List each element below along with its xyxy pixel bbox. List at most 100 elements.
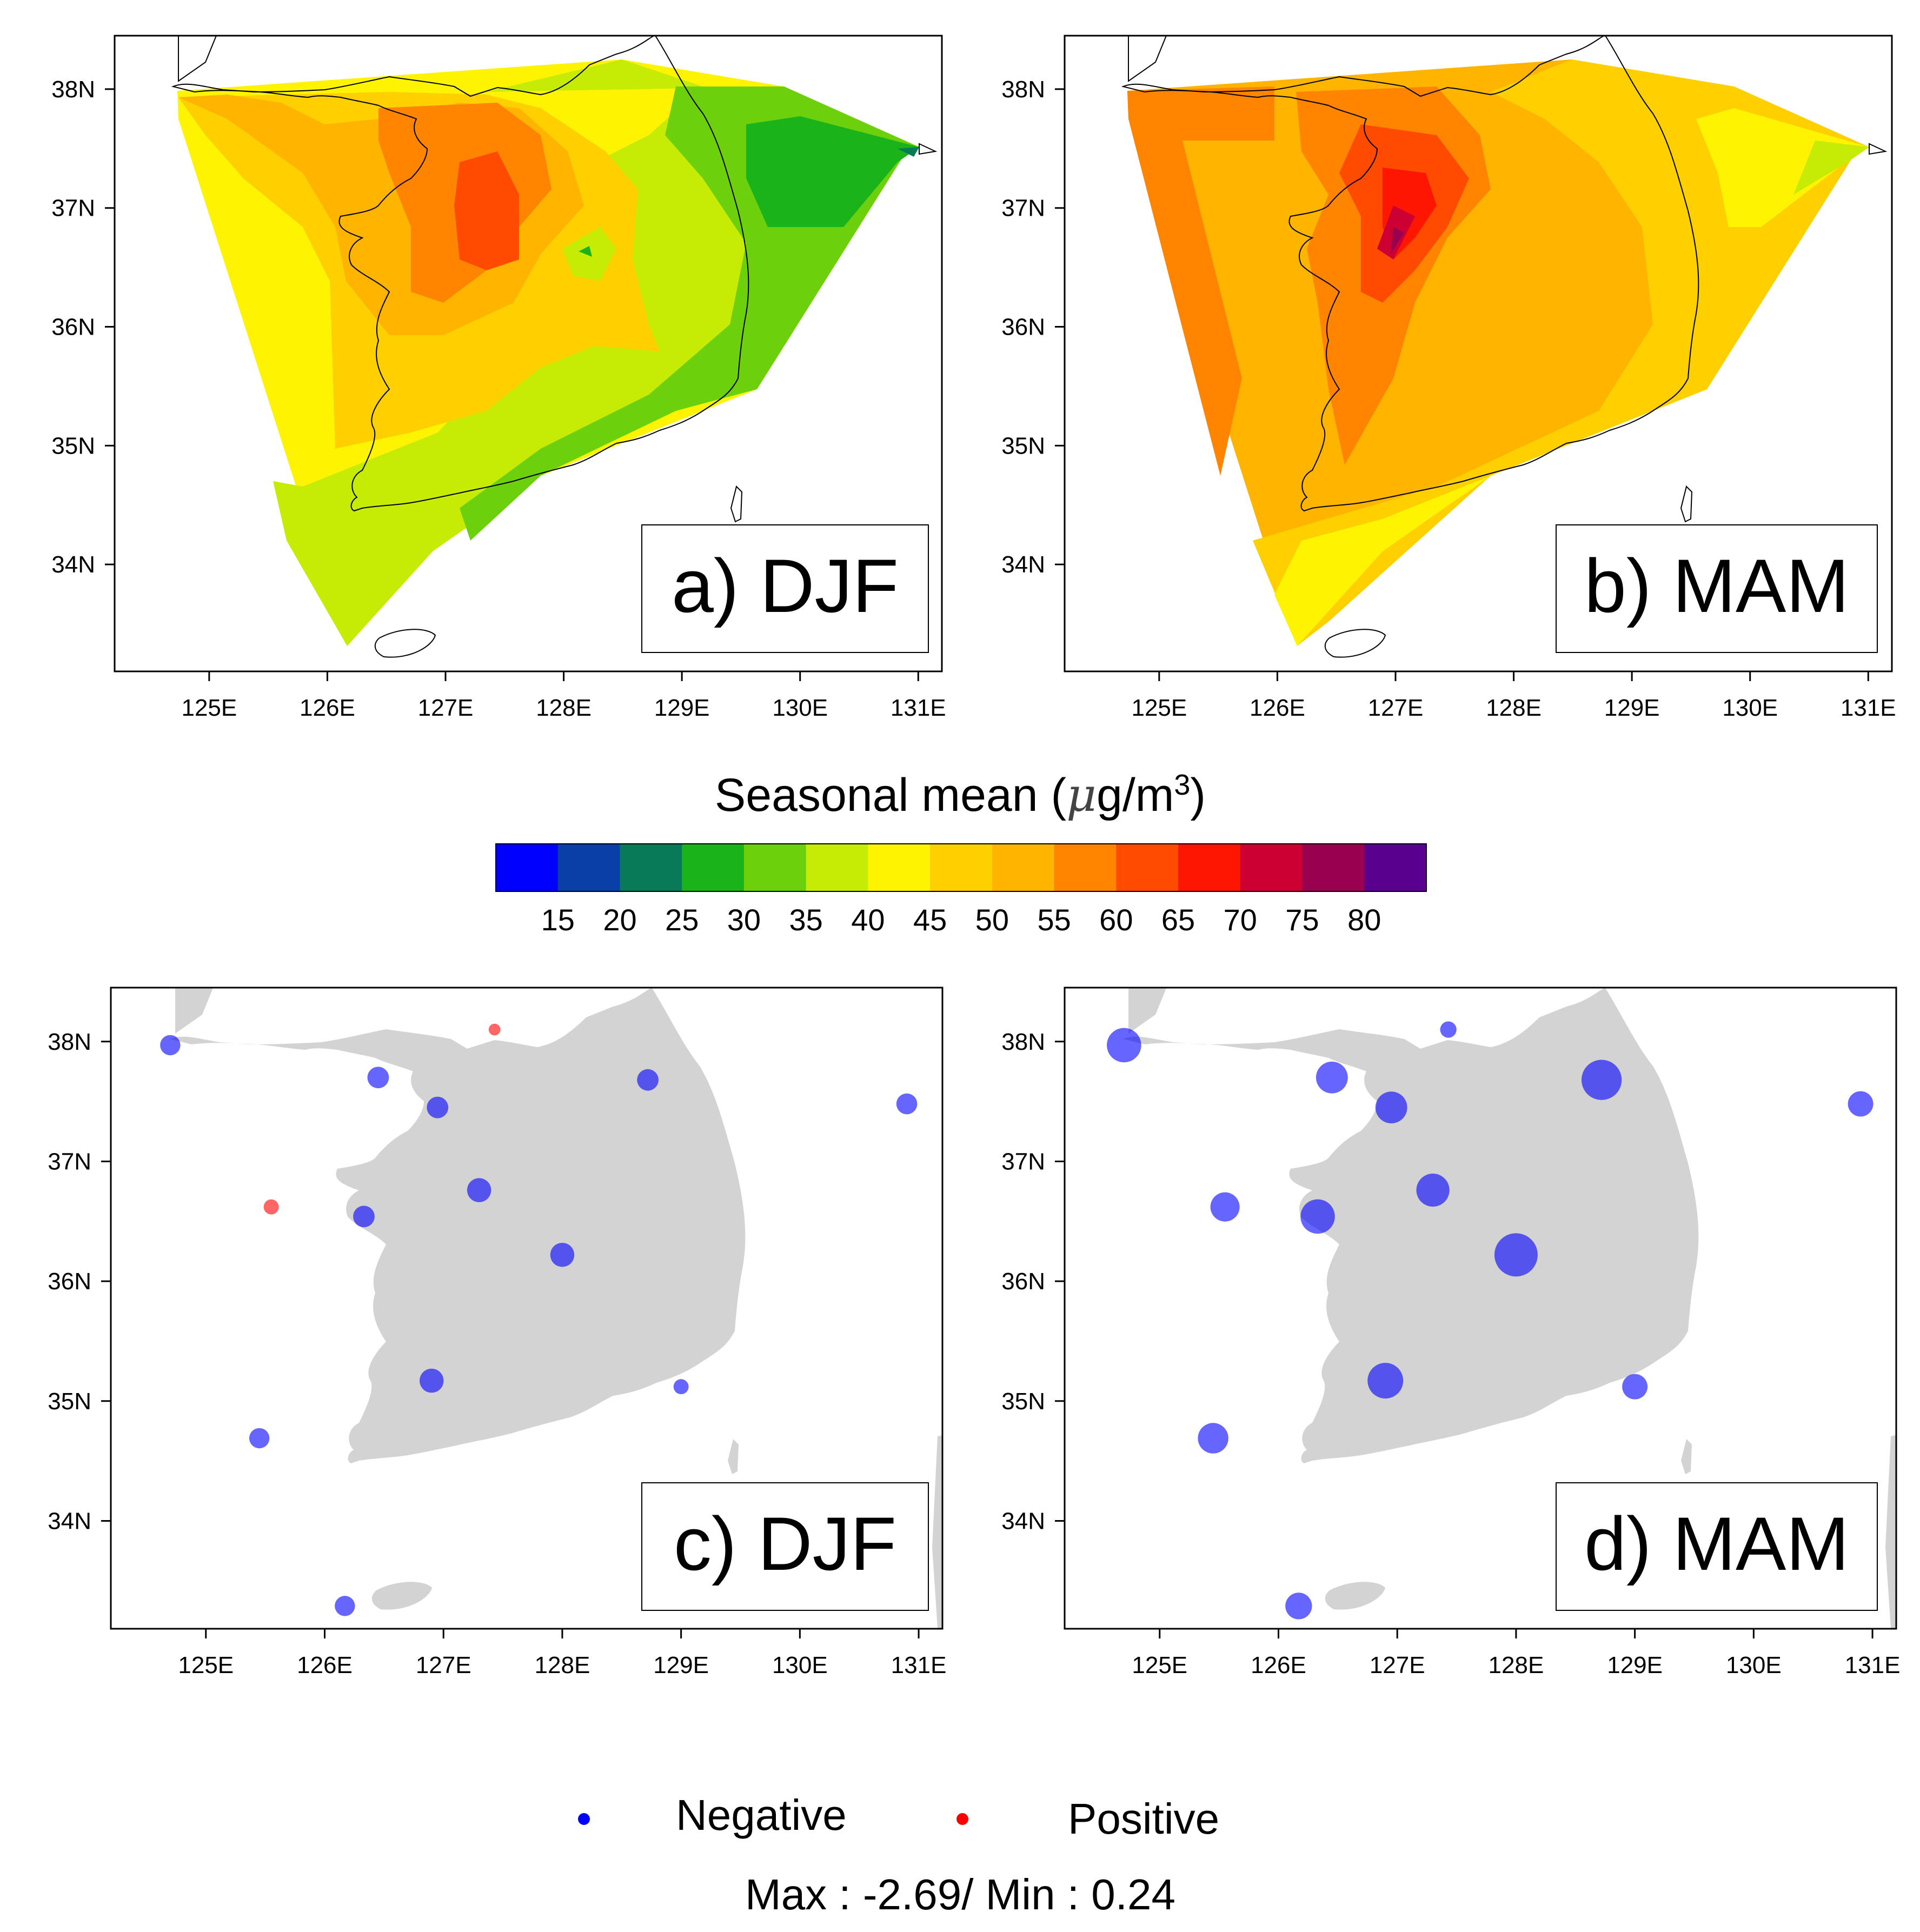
- colorbar-label: 55: [1037, 903, 1071, 937]
- station-marker-negative: [550, 1243, 575, 1267]
- colorbar-swatch: [1178, 844, 1241, 891]
- station-marker-negative: [467, 1178, 491, 1202]
- x-tick-label: 131E: [1845, 1652, 1901, 1678]
- panel-a-frame: [114, 35, 943, 672]
- y-tick-label: 35N: [1001, 1388, 1045, 1415]
- colorbar-swatch: [496, 844, 559, 891]
- station-marker-negative: [1300, 1199, 1335, 1234]
- colorbar-label: 25: [665, 903, 699, 937]
- panel-d-x-axis: 125E 126E 127E 128E 129E 130E 131E: [1132, 1629, 1900, 1678]
- panel-c-land: [170, 988, 942, 1628]
- x-tick-label: 129E: [1604, 695, 1660, 721]
- x-tick-label: 130E: [1726, 1652, 1782, 1678]
- station-marker-negative: [1285, 1593, 1312, 1620]
- x-tick-label: 128E: [1486, 695, 1542, 721]
- panel-d-land: [1123, 988, 1896, 1628]
- panel-c-stations: [160, 1023, 918, 1616]
- station-marker-positive: [488, 1023, 501, 1036]
- y-tick-label: 36N: [51, 314, 95, 341]
- y-tick-label: 35N: [48, 1388, 91, 1415]
- panel-b: 125E 126E 127E 128E 129E 130E 131E 38N 37N 36N 35…: [1001, 35, 1896, 721]
- y-tick-label: 36N: [1001, 1268, 1045, 1295]
- x-tick-label: 125E: [1132, 1652, 1187, 1678]
- station-marker-negative: [1316, 1061, 1348, 1094]
- y-tick-label: 35N: [1001, 432, 1045, 459]
- station-marker-negative: [1622, 1374, 1648, 1400]
- x-tick-label: 127E: [416, 1652, 471, 1678]
- panel-c: 125E 126E 127E 128E 129E 130E 131E 38N 37N 36N 35…: [48, 987, 946, 1678]
- station-marker-negative: [1494, 1233, 1538, 1277]
- station-marker-negative: [1581, 1060, 1622, 1100]
- x-tick-label: 131E: [1841, 695, 1896, 721]
- colorbar-label: 45: [913, 903, 947, 937]
- colorbar-label: 15: [541, 903, 575, 937]
- y-tick-label: 38N: [1001, 1029, 1045, 1055]
- station-marker-negative: [1367, 1363, 1404, 1399]
- colorbar-label: 30: [727, 903, 761, 937]
- panel-c-x-axis: 125E 126E 127E 128E 129E 130E 131E: [178, 1629, 946, 1678]
- x-tick-label: 128E: [536, 695, 592, 721]
- panel-d-frame: [1064, 987, 1897, 1630]
- station-marker-negative: [1416, 1174, 1450, 1207]
- station-marker-negative: [1848, 1091, 1874, 1117]
- panel-b-y-axis: 38N 37N 36N 35N 34N: [1001, 76, 1065, 578]
- y-tick-label: 37N: [51, 195, 95, 222]
- y-tick-label: 37N: [48, 1148, 91, 1175]
- colorbar-swatch: [743, 844, 807, 891]
- x-tick-label: 126E: [1250, 695, 1305, 721]
- colorbar-swatch: [1054, 844, 1117, 891]
- legend-stats: Max : -2.69/ Min : 0.24: [745, 1870, 1175, 1918]
- x-tick-label: 129E: [653, 1652, 709, 1678]
- x-tick-label: 126E: [297, 1652, 353, 1678]
- station-marker-negative: [673, 1379, 689, 1395]
- panel-d-title: d) MAM: [1584, 1501, 1849, 1586]
- colorbar-swatch: [1364, 844, 1427, 891]
- colorbar-border: [495, 843, 1427, 892]
- colorbar-swatch: [1116, 844, 1179, 891]
- x-tick-label: 126E: [300, 695, 355, 721]
- station-marker-negative: [249, 1428, 270, 1449]
- x-tick-label: 129E: [654, 695, 710, 721]
- station-marker-positive: [263, 1199, 279, 1215]
- colorbar-swatch: [620, 844, 682, 891]
- colorbar-label: 35: [789, 903, 823, 937]
- colorbar-swatch: [868, 844, 931, 891]
- y-tick-label: 37N: [1001, 1148, 1045, 1175]
- y-tick-label: 35N: [51, 432, 95, 459]
- x-tick-label: 131E: [891, 695, 946, 721]
- panel-c-y-axis: 38N 37N 36N 35N 34N: [48, 1029, 111, 1534]
- panel-c-title: c) DJF: [674, 1501, 896, 1586]
- panel-c-frame: [110, 987, 944, 1630]
- station-marker-negative: [1198, 1423, 1228, 1454]
- panel-a-y-axis: 38N 37N 36N 35N 34N: [51, 76, 115, 578]
- colorbar-label: 75: [1285, 903, 1319, 937]
- colorbar-label: 65: [1161, 903, 1195, 937]
- panel-b-title: b) MAM: [1584, 543, 1849, 628]
- panel-a-field: [172, 36, 938, 658]
- x-tick-label: 130E: [772, 1652, 828, 1678]
- x-tick-label: 128E: [535, 1652, 590, 1678]
- panel-d-label-box: [1556, 1482, 1878, 1611]
- y-tick-label: 34N: [1001, 1508, 1045, 1534]
- panel-d: 125E 126E 127E 128E 129E 130E 131E 38N 37N 36N 35…: [1001, 987, 1900, 1678]
- station-marker-negative: [1107, 1028, 1141, 1063]
- panel-b-x-axis: 125E 126E 127E 128E 129E 130E 131E: [1131, 671, 1896, 721]
- x-tick-label: 125E: [1131, 695, 1187, 721]
- y-tick-label: 38N: [48, 1029, 91, 1055]
- legend-negative-label: Negative: [676, 1791, 847, 1839]
- panel-b-field: [1122, 36, 1888, 658]
- legend-positive-label: Positive: [1068, 1795, 1219, 1843]
- panel-a-label-box: [641, 524, 929, 653]
- colorbar-swatch: [1302, 844, 1365, 891]
- x-tick-label: 127E: [1370, 1652, 1425, 1678]
- panel-d-y-axis: 38N 37N 36N 35N 34N: [1001, 1029, 1065, 1534]
- panel-a-title: a) DJF: [672, 543, 899, 628]
- x-tick-label: 125E: [178, 1652, 234, 1678]
- x-tick-label: 127E: [418, 695, 474, 721]
- station-marker-negative: [353, 1205, 375, 1228]
- colorbar-swatch: [930, 844, 993, 891]
- y-tick-label: 34N: [1001, 551, 1045, 578]
- x-tick-label: 126E: [1251, 1652, 1306, 1678]
- station-marker-negative: [896, 1093, 918, 1115]
